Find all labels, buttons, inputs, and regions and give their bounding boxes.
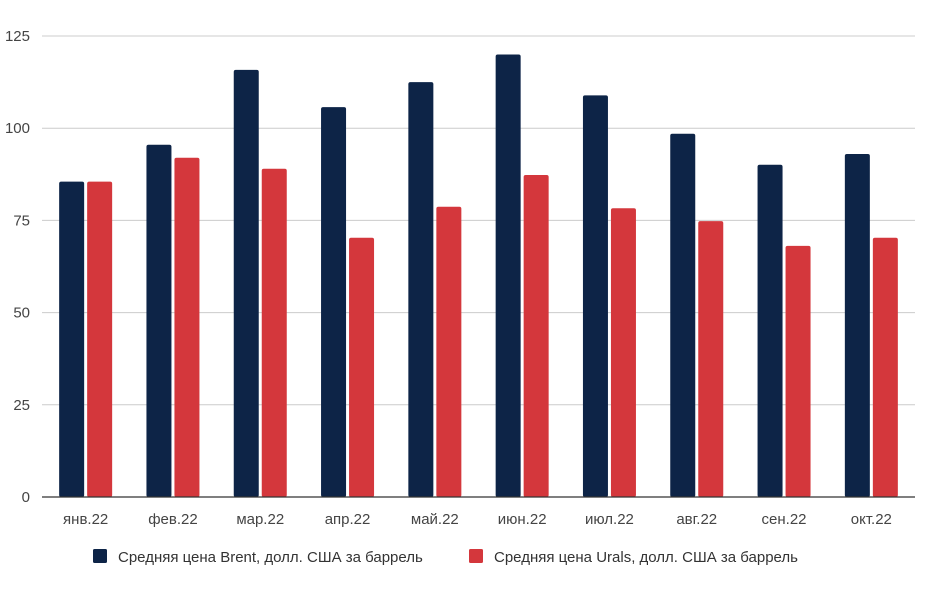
- bar-urals: [872, 237, 898, 498]
- x-tick-label: янв.22: [63, 511, 108, 528]
- y-tick-label: 0: [22, 489, 30, 506]
- y-tick-label: 25: [13, 397, 30, 414]
- x-tick-label: фев.22: [148, 511, 198, 528]
- bar-brent: [59, 181, 85, 497]
- legend: Средняя цена Brent, долл. США за баррель…: [93, 549, 798, 566]
- bar-brent: [844, 154, 870, 498]
- bars: [59, 54, 898, 498]
- legend-swatch: [469, 549, 483, 563]
- x-tick-label: сен.22: [762, 511, 807, 528]
- bar-brent: [495, 54, 521, 497]
- x-tick-label: окт.22: [851, 511, 892, 528]
- bar-brent: [670, 133, 696, 497]
- bar-urals: [174, 157, 200, 498]
- x-tick-label: мар.22: [236, 511, 284, 528]
- bar-urals: [436, 206, 462, 497]
- bar-urals: [87, 181, 113, 497]
- legend-label: Средняя цена Urals, долл. США за баррель: [494, 549, 798, 566]
- bar-urals: [698, 221, 724, 497]
- y-tick-label: 100: [5, 120, 30, 137]
- bar-brent: [582, 95, 608, 497]
- x-axis-ticks: янв.22 фев.22 мар.22 апр.22 май.22 июн.22 июл.…: [63, 511, 892, 528]
- bar-brent: [757, 164, 783, 498]
- bar-urals: [261, 168, 287, 497]
- y-tick-label: 50: [13, 305, 30, 322]
- bar-urals: [785, 245, 811, 497]
- bar-brent: [146, 144, 172, 497]
- x-tick-label: апр.22: [325, 511, 371, 528]
- x-tick-label: май.22: [411, 511, 459, 528]
- legend-swatch: [93, 549, 107, 563]
- gridlines: [42, 35, 915, 406]
- y-axis-ticks: 0 25 50 75 100 125: [5, 28, 30, 506]
- x-tick-label: июн.22: [498, 511, 547, 528]
- bar-brent: [233, 69, 259, 498]
- y-tick-label: 75: [13, 212, 30, 229]
- bar-urals: [523, 175, 549, 497]
- bar-brent: [408, 82, 434, 497]
- y-tick-label: 125: [5, 28, 30, 45]
- legend-label: Средняя цена Brent, долл. США за баррель: [118, 549, 423, 566]
- bar-urals: [349, 237, 375, 498]
- bar-brent: [321, 107, 347, 497]
- x-tick-label: июл.22: [585, 511, 634, 528]
- x-tick-label: авг.22: [676, 511, 717, 528]
- bar-urals: [610, 208, 636, 497]
